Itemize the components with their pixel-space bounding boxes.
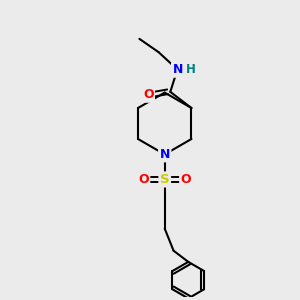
Text: S: S — [160, 173, 169, 186]
Text: O: O — [138, 173, 149, 186]
Text: O: O — [181, 173, 191, 186]
Text: O: O — [143, 88, 154, 101]
Text: H: H — [186, 63, 196, 76]
Text: N: N — [160, 148, 170, 161]
Text: N: N — [172, 63, 183, 76]
